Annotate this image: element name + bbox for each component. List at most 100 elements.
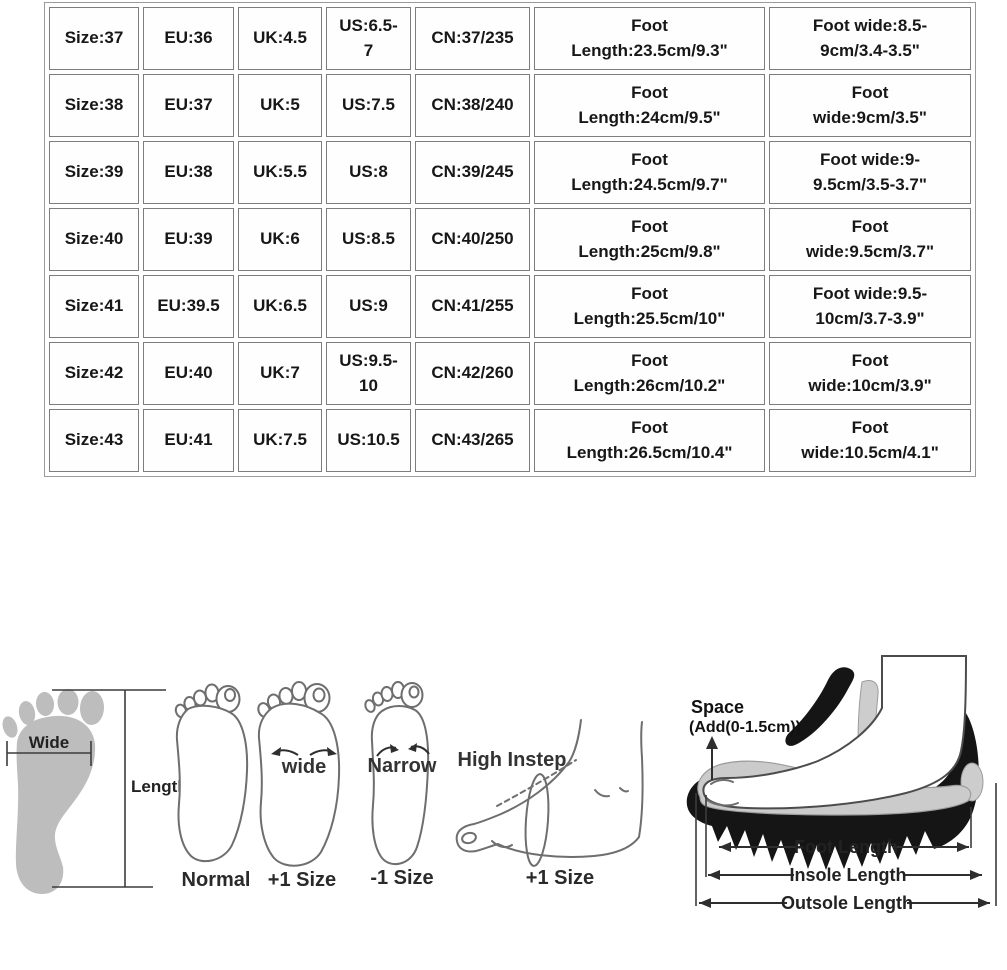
foot-wide-cell: Foot wide:9.5cm/3.7": [769, 208, 971, 271]
toenail-outline: [312, 687, 326, 703]
foot-length-cell: Foot Length:25.5cm/10": [534, 275, 765, 338]
instep-dashed-line: [496, 759, 577, 807]
narrow-arrowhead-right: [408, 743, 417, 752]
shoe-measures: Foot Length Insole Length Outsole Length: [695, 783, 997, 913]
footprint-toe: [35, 692, 55, 716]
table-row: Size:43 EU:41 UK:7.5 US:10.5 CN:43/265 F…: [49, 409, 971, 472]
normal-caption: Normal: [182, 869, 251, 891]
arrowhead: [970, 870, 982, 880]
footprint-toe: [57, 689, 79, 715]
foot-in-shoe-outline: [702, 655, 968, 810]
sole-outline: [257, 702, 341, 867]
us-cell: US:10.5: [326, 409, 411, 472]
wide-measure: Wide: [6, 733, 92, 766]
arrowhead: [708, 870, 720, 880]
outsole-length-label: Outsole Length: [781, 893, 913, 913]
ankle-mark: [619, 787, 629, 793]
eu-cell: EU:40: [143, 342, 234, 405]
uk-cell: UK:7: [238, 342, 322, 405]
us-cell: US:8: [326, 141, 411, 204]
table-row: Size:38 EU:37 UK:5 US:7.5 CN:38/240 Foot…: [49, 74, 971, 137]
toenail-outline: [408, 685, 420, 699]
foot-length-cell: Foot Length:23.5cm/9.3": [534, 7, 765, 70]
length-measure: Length: [52, 689, 188, 888]
uk-cell: UK:5.5: [238, 141, 322, 204]
footprint-toe: [18, 701, 36, 725]
foot-wide-cell: Foot wide:10.5cm/4.1": [769, 409, 971, 472]
table-row: Size:40 EU:39 UK:6 US:8.5 CN:40/250 Foot…: [49, 208, 971, 271]
foot-length-cell: Foot Length:26cm/10.2": [534, 342, 765, 405]
cn-cell: CN:40/250: [415, 208, 530, 271]
footprint-toe: [2, 716, 18, 738]
cn-cell: CN:38/240: [415, 74, 530, 137]
foot-length-cell: Foot Length:25cm/9.8": [534, 208, 765, 271]
foot-wide-cell: Foot wide:10cm/3.9": [769, 342, 971, 405]
wide-caption: +1 Size: [268, 869, 336, 891]
space-note: (Add(0-1.5cm)): [689, 719, 801, 736]
instep-toe-line: [491, 840, 513, 849]
uk-cell: UK:6.5: [238, 275, 322, 338]
arrowhead: [957, 842, 969, 852]
table-row: Size:42 EU:40 UK:7 US:9.5- 10 CN:42/260 …: [49, 342, 971, 405]
size-cell: Size:42: [49, 342, 139, 405]
high-instep-figure: High Instep +1 Size: [455, 719, 644, 889]
uk-cell: UK:4.5: [238, 7, 322, 70]
measurement-diagram: Wide Length Normal: [2, 655, 997, 913]
size-cell: Size:38: [49, 74, 139, 137]
toe-detail: [706, 799, 739, 807]
foot-length-cell: Foot Length:26.5cm/10.4": [534, 409, 765, 472]
cn-cell: CN:37/235: [415, 7, 530, 70]
instep-foot-outline: [455, 719, 644, 858]
sole-outline: [175, 704, 249, 863]
high-instep-label: High Instep: [458, 749, 567, 771]
eu-cell: EU:37: [143, 74, 234, 137]
foot-wide-cell: Foot wide:8.5- 9cm/3.4-3.5": [769, 7, 971, 70]
size-cell: Size:39: [49, 141, 139, 204]
us-cell: US:7.5: [326, 74, 411, 137]
us-cell: US:8.5: [326, 208, 411, 271]
collar-shape: [785, 667, 855, 746]
us-cell: US:9.5- 10: [326, 342, 411, 405]
arrowhead: [699, 898, 711, 908]
insole-length-label: Insole Length: [790, 865, 907, 885]
wide-arrowhead-left: [271, 747, 281, 756]
table-row: Size:39 EU:38 UK:5.5 US:8 CN:39/245 Foot…: [49, 141, 971, 204]
instep-toenail: [461, 831, 477, 845]
uk-cell: UK:6: [238, 208, 322, 271]
eu-cell: EU:36: [143, 7, 234, 70]
footprint-big-toe: [79, 691, 105, 725]
foot-normal-figure: Normal: [174, 683, 251, 891]
cn-cell: CN:39/245: [415, 141, 530, 204]
foot-length-label: Foot Length: [794, 837, 898, 857]
uk-cell: UK:7.5: [238, 409, 322, 472]
space-label: Space: [691, 697, 744, 717]
foot-wide-cell: Foot wide:9.5- 10cm/3.7-3.9": [769, 275, 971, 338]
eu-cell: EU:39.5: [143, 275, 234, 338]
foot-wide-figure: wide +1 Size: [257, 681, 341, 891]
us-cell: US:9: [326, 275, 411, 338]
table-row: Size:41 EU:39.5 UK:6.5 US:9 CN:41/255 Fo…: [49, 275, 971, 338]
space-arrowhead: [706, 736, 718, 749]
footprint-figure: [2, 689, 105, 894]
us-cell: US:6.5- 7: [326, 7, 411, 70]
wide-label: Wide: [29, 733, 69, 752]
foot-wide-cell: Foot wide:9- 9.5cm/3.5-3.7": [769, 141, 971, 204]
narrow-caption: -1 Size: [370, 867, 433, 889]
instep-caption: +1 Size: [526, 867, 594, 889]
toe-outline: [364, 699, 376, 713]
cn-cell: CN:43/265: [415, 409, 530, 472]
foot-narrow-figure: Narrow -1 Size: [364, 681, 437, 889]
size-table: Size:37 EU:36 UK:4.5 US:6.5- 7 CN:37/235…: [44, 2, 976, 477]
arrowhead: [978, 898, 990, 908]
wide-arrowhead-right: [327, 747, 337, 756]
cn-cell: CN:42/260: [415, 342, 530, 405]
narrow-annotation: Narrow: [368, 755, 437, 777]
cn-cell: CN:41/255: [415, 275, 530, 338]
table-row: Size:37 EU:36 UK:4.5 US:6.5- 7 CN:37/235…: [49, 7, 971, 70]
uk-cell: UK:5: [238, 74, 322, 137]
instep-girth-ellipse: [524, 773, 550, 867]
toe-detail: [710, 778, 734, 785]
eu-cell: EU:38: [143, 141, 234, 204]
size-cell: Size:43: [49, 409, 139, 472]
